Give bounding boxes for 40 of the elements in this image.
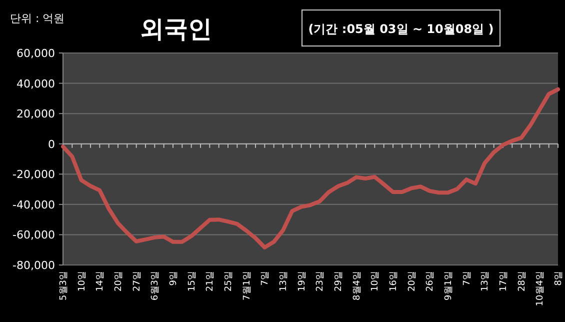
x-tick-label: 25일 — [224, 271, 234, 292]
x-tick-label: 8월4일 — [352, 271, 362, 300]
x-tick-label: 5월3일 — [59, 271, 69, 300]
x-tick-label: 21일 — [206, 271, 216, 292]
y-tick-label: -20,000 — [12, 168, 55, 182]
x-tick-label: 9월1일 — [444, 271, 454, 300]
x-tick-label: 10일 — [370, 271, 381, 292]
x-tick-label: 17일 — [499, 271, 509, 292]
x-tick-label: 20일 — [407, 271, 418, 292]
y-axis-title: 단위 : 억원 — [10, 12, 65, 25]
x-tick-label: 23일 — [316, 271, 326, 292]
chart-title: 외국인 — [140, 15, 212, 43]
x-tick-label: 15일 — [187, 271, 198, 292]
x-tick-label: 13일 — [480, 271, 491, 292]
x-tick-label: 7월1일 — [242, 271, 252, 300]
x-tick-label: 7일 — [260, 271, 271, 286]
x-tick-label: 29일 — [334, 271, 344, 292]
x-tick-label: 7일 — [462, 271, 472, 286]
y-tick-label: 20,000 — [16, 108, 55, 121]
y-tick-label: -60,000 — [12, 228, 55, 242]
x-tick-label: 9일 — [169, 271, 179, 286]
y-tick-label: 0 — [48, 138, 55, 151]
x-tick-label: 27일 — [132, 271, 142, 292]
y-tick-label: 60,000 — [16, 47, 55, 60]
x-tick-label: 28일 — [517, 271, 528, 292]
x-tick-label: 6월3일 — [150, 271, 161, 300]
x-tick-label: 10일 — [77, 271, 88, 292]
x-tick-label: 26일 — [426, 271, 436, 292]
x-tick-label: 10월4일 — [536, 271, 546, 306]
y-tick-label: -80,000 — [12, 259, 55, 272]
x-tick-label: 13일 — [279, 271, 289, 292]
x-tick-label: 20일 — [114, 271, 124, 292]
x-tick-label: 14일 — [96, 271, 106, 292]
x-tick-label: 8일 — [554, 271, 564, 286]
line-series — [61, 87, 560, 250]
x-tick-label: 16일 — [389, 271, 399, 292]
x-tick-label: 19일 — [297, 271, 308, 292]
y-tick-label: 40,000 — [16, 77, 55, 90]
y-tick-label: -40,000 — [12, 198, 55, 212]
chart-subtitle: (기간 :05월 03일 ~ 10월08일 ) — [308, 22, 494, 36]
